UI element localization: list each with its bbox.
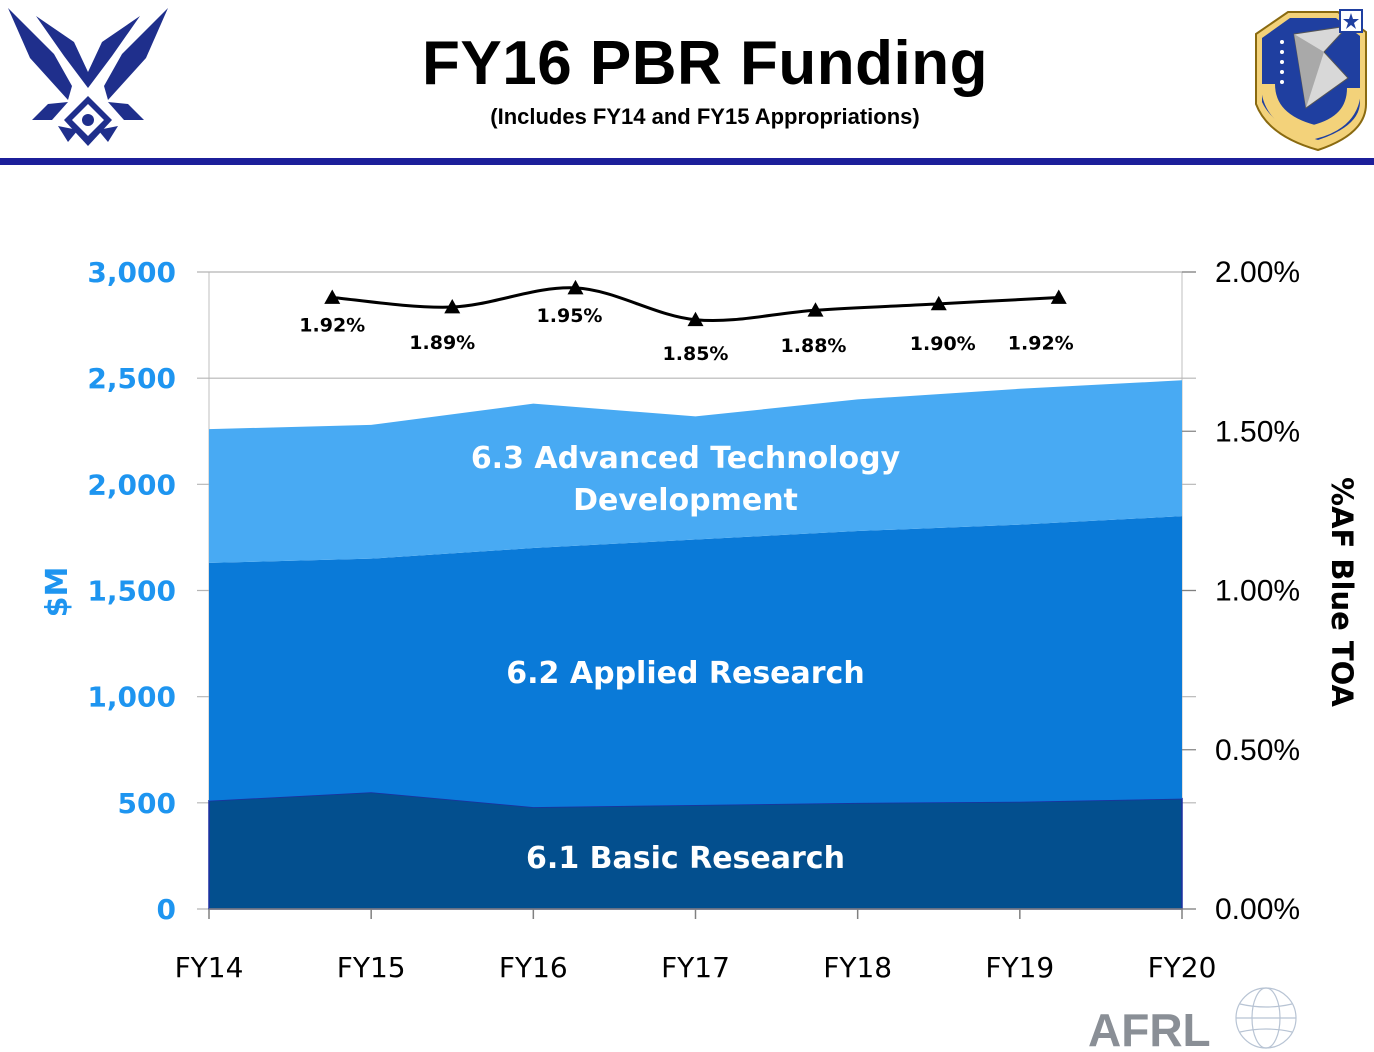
x-tick-label: FY18	[823, 951, 892, 984]
y-tick-label: 0	[157, 893, 176, 926]
x-tick-label: FY19	[985, 951, 1054, 984]
toa-data-label: 1.89%	[409, 332, 475, 354]
afrl-wordmark-logo: AFRL	[1088, 987, 1297, 1052]
toa-data-label: 1.92%	[1008, 332, 1074, 354]
area-series-2	[209, 516, 1182, 808]
y2-axis-title: %AF Blue TOA	[1325, 477, 1359, 708]
afrl-shield-logo	[1255, 9, 1367, 152]
area-label: 6.2 Applied Research	[506, 656, 864, 691]
y-tick-label: 500	[118, 787, 176, 820]
y2-tick-label: 0.00%	[1215, 893, 1300, 926]
y-axis-title: $M	[40, 567, 75, 618]
toa-marker	[1050, 289, 1067, 304]
toa-marker	[807, 302, 824, 317]
toa-marker	[444, 299, 461, 314]
area-series-3	[209, 380, 1182, 563]
y2-tick-label: 1.50%	[1215, 415, 1300, 448]
toa-marker	[930, 295, 947, 311]
toa-marker	[687, 311, 704, 327]
page-subtitle: (Includes FY14 and FY15 Appropriations)	[490, 104, 920, 129]
x-tick-label: FY15	[337, 951, 406, 984]
title-divider	[0, 158, 1374, 165]
toa-data-label: 1.88%	[781, 335, 847, 357]
toa-data-label: 1.92%	[299, 314, 365, 336]
y-tick-label: 1,500	[87, 575, 176, 608]
y-tick-label: 2,000	[87, 468, 176, 501]
y2-tick-label: 0.50%	[1215, 734, 1300, 767]
x-tick-label: FY16	[499, 951, 568, 984]
toa-data-label: 1.95%	[537, 305, 603, 327]
y2-tick-label: 1.00%	[1215, 575, 1300, 608]
toa-marker	[567, 279, 584, 295]
y-tick-label: 1,000	[87, 681, 176, 714]
air-force-symbol-logo	[8, 8, 168, 146]
toa-data-label: 1.90%	[910, 333, 976, 355]
y-tick-label: 3,000	[87, 256, 176, 289]
afrl-wordmark-text: AFRL	[1088, 1004, 1211, 1052]
area-label: 6.1 Basic Research	[526, 841, 845, 876]
area-label: 6.3 Advanced Technology	[471, 441, 901, 476]
toa-marker	[324, 289, 341, 304]
x-tick-label: FY17	[661, 951, 730, 984]
page-title: FY16 PBR Funding	[422, 29, 988, 98]
y2-tick-label: 2.00%	[1215, 256, 1300, 289]
x-tick-label: FY20	[1148, 951, 1217, 984]
x-tick-label: FY14	[175, 951, 244, 984]
toa-data-label: 1.85%	[663, 343, 729, 365]
y-tick-label: 2,500	[87, 362, 176, 395]
area-label: Development	[573, 483, 798, 518]
